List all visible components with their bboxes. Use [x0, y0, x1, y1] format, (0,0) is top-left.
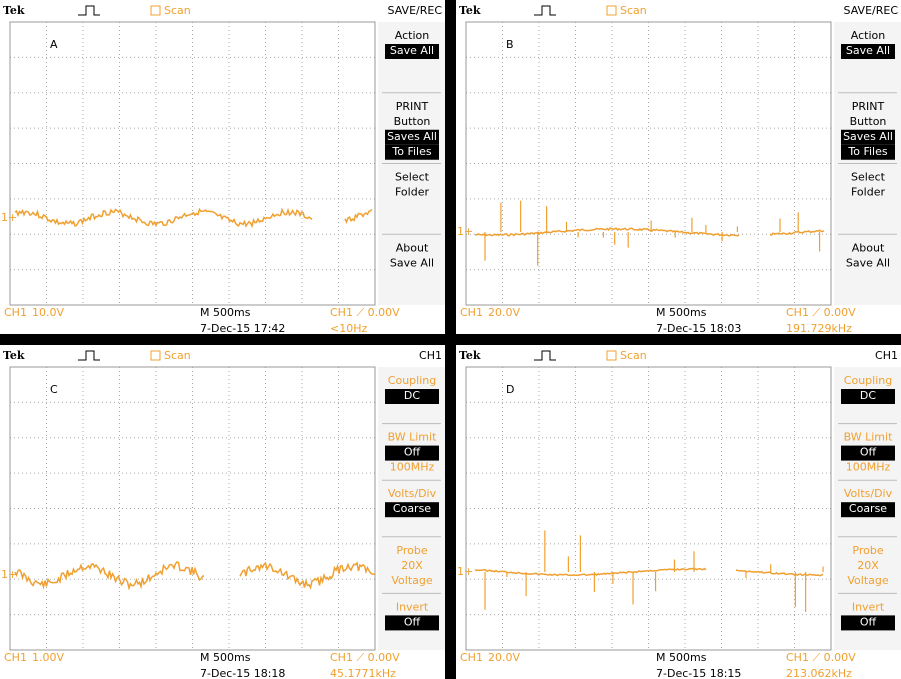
channel-marker: 1+ — [1, 211, 17, 224]
menu-label: Button — [394, 115, 431, 128]
timebase: M 500ms — [200, 651, 251, 664]
trigger-level: CH1 ⟋ 0.00V — [330, 306, 400, 319]
scan-mode: Scan — [164, 349, 191, 362]
date-time: 7-Dec-15 17:42 — [200, 322, 285, 335]
menu-value: Off — [860, 615, 877, 628]
scan-mode: Scan — [620, 349, 647, 362]
menu-label: Volts/Div — [388, 487, 437, 500]
channel-marker: 1+ — [457, 225, 473, 238]
volts-per-div: 20.0V — [488, 651, 520, 664]
scope-composite: Tek Scan SAVE/REC A Action Save All PRINT Butto… — [0, 0, 901, 679]
menu-label: Coupling — [388, 374, 436, 387]
menu-value: To Files — [847, 145, 887, 158]
menu-label: Select — [395, 171, 430, 184]
channel: CH1 — [4, 306, 27, 319]
timebase: M 500ms — [656, 306, 707, 319]
menu-value: DC — [860, 389, 876, 402]
menu-label: Voltage — [847, 574, 888, 587]
menu-sub: 100MHz — [390, 461, 435, 474]
scan-mode: Scan — [164, 4, 191, 17]
trigger-level: CH1 ⟋ 0.00V — [786, 651, 856, 664]
scope-panel: Tek Scan CH1 D Coupling DC BW Limit Off 100MHz Vo… — [456, 345, 901, 679]
scan-mode: Scan — [620, 4, 647, 17]
menu-label: BW Limit — [388, 431, 437, 444]
menu-label: About — [852, 241, 885, 254]
menu-label: Folder — [851, 186, 885, 199]
menu-label: Folder — [395, 186, 429, 199]
menu-value: Coarse — [393, 502, 431, 515]
menu-value: Saves All — [387, 130, 437, 143]
date-time: 7-Dec-15 18:15 — [656, 667, 741, 679]
brand: Tek — [459, 349, 481, 362]
frequency: 45.1771kHz — [330, 667, 396, 679]
menu-value: DC — [404, 389, 420, 402]
menu-label: Save All — [846, 256, 890, 269]
trigger-level: CH1 ⟋ 0.00V — [786, 306, 856, 319]
menu-value: Save All — [390, 44, 434, 57]
menu-label: Invert — [396, 600, 429, 613]
menu-value: Off — [404, 446, 421, 459]
menu-label: Invert — [852, 600, 885, 613]
panel-label: C — [50, 383, 58, 396]
volts-per-div: 20.0V — [488, 306, 520, 319]
date-time: 7-Dec-15 18:18 — [200, 667, 285, 679]
menu-label: Probe — [396, 544, 427, 557]
menu-value: Off — [860, 446, 877, 459]
timebase: M 500ms — [656, 651, 707, 664]
menu-label: 20X — [401, 559, 423, 572]
channel: CH1 — [460, 651, 483, 664]
menu-value: Coarse — [849, 502, 887, 515]
frequency: 213.062kHz — [786, 667, 852, 679]
channel: CH1 — [4, 651, 27, 664]
menu-title: CH1 — [875, 349, 898, 362]
menu-label: About — [396, 241, 429, 254]
date-time: 7-Dec-15 18:03 — [656, 322, 741, 335]
panel-label: B — [506, 38, 514, 51]
scope-panel: Tek Scan SAVE/REC B Action Save All PRINT Butto… — [456, 0, 901, 335]
timebase: M 500ms — [200, 306, 251, 319]
menu-label: Action — [395, 29, 429, 42]
menu-label: Button — [850, 115, 887, 128]
panel-label: D — [506, 383, 514, 396]
menu-sub: 100MHz — [846, 461, 891, 474]
frequency: 191.729kHz — [786, 322, 852, 335]
brand: Tek — [3, 349, 25, 362]
menu-value: Off — [404, 615, 421, 628]
menu-label: Save All — [390, 256, 434, 269]
panel-label: A — [50, 38, 58, 51]
menu-label: BW Limit — [844, 431, 893, 444]
menu-label: 20X — [857, 559, 879, 572]
scope-panel: Tek Scan SAVE/REC A Action Save All PRINT Butto… — [0, 0, 445, 335]
scope-panel: Tek Scan CH1 C Coupling DC BW Limit Off 100MHz Vo… — [0, 345, 445, 679]
frequency: <10Hz — [330, 322, 367, 335]
menu-value: To Files — [391, 145, 431, 158]
menu-title: SAVE/REC — [844, 4, 899, 17]
menu-label: Coupling — [844, 374, 892, 387]
trigger-level: CH1 ⟋ 0.00V — [330, 651, 400, 664]
menu-value: Save All — [846, 44, 890, 57]
menu-label: Volts/Div — [844, 487, 893, 500]
menu-label: Voltage — [391, 574, 432, 587]
menu-label: Probe — [852, 544, 883, 557]
page: {"panels":[ {"label":"A","header":{"bran… — [0, 0, 901, 679]
menu-value: Saves All — [843, 130, 893, 143]
brand: Tek — [459, 4, 481, 17]
menu-title: SAVE/REC — [388, 4, 443, 17]
brand: Tek — [3, 4, 25, 17]
volts-per-div: 1.00V — [32, 651, 64, 664]
channel: CH1 — [460, 306, 483, 319]
menu-label: Action — [851, 29, 885, 42]
volts-per-div: 10.0V — [32, 306, 64, 319]
menu-label: Select — [851, 171, 886, 184]
channel-marker: 1+ — [457, 565, 473, 578]
channel-marker: 1+ — [1, 568, 17, 581]
menu-label: PRINT — [396, 100, 429, 113]
menu-label: PRINT — [852, 100, 885, 113]
menu-title: CH1 — [419, 349, 442, 362]
